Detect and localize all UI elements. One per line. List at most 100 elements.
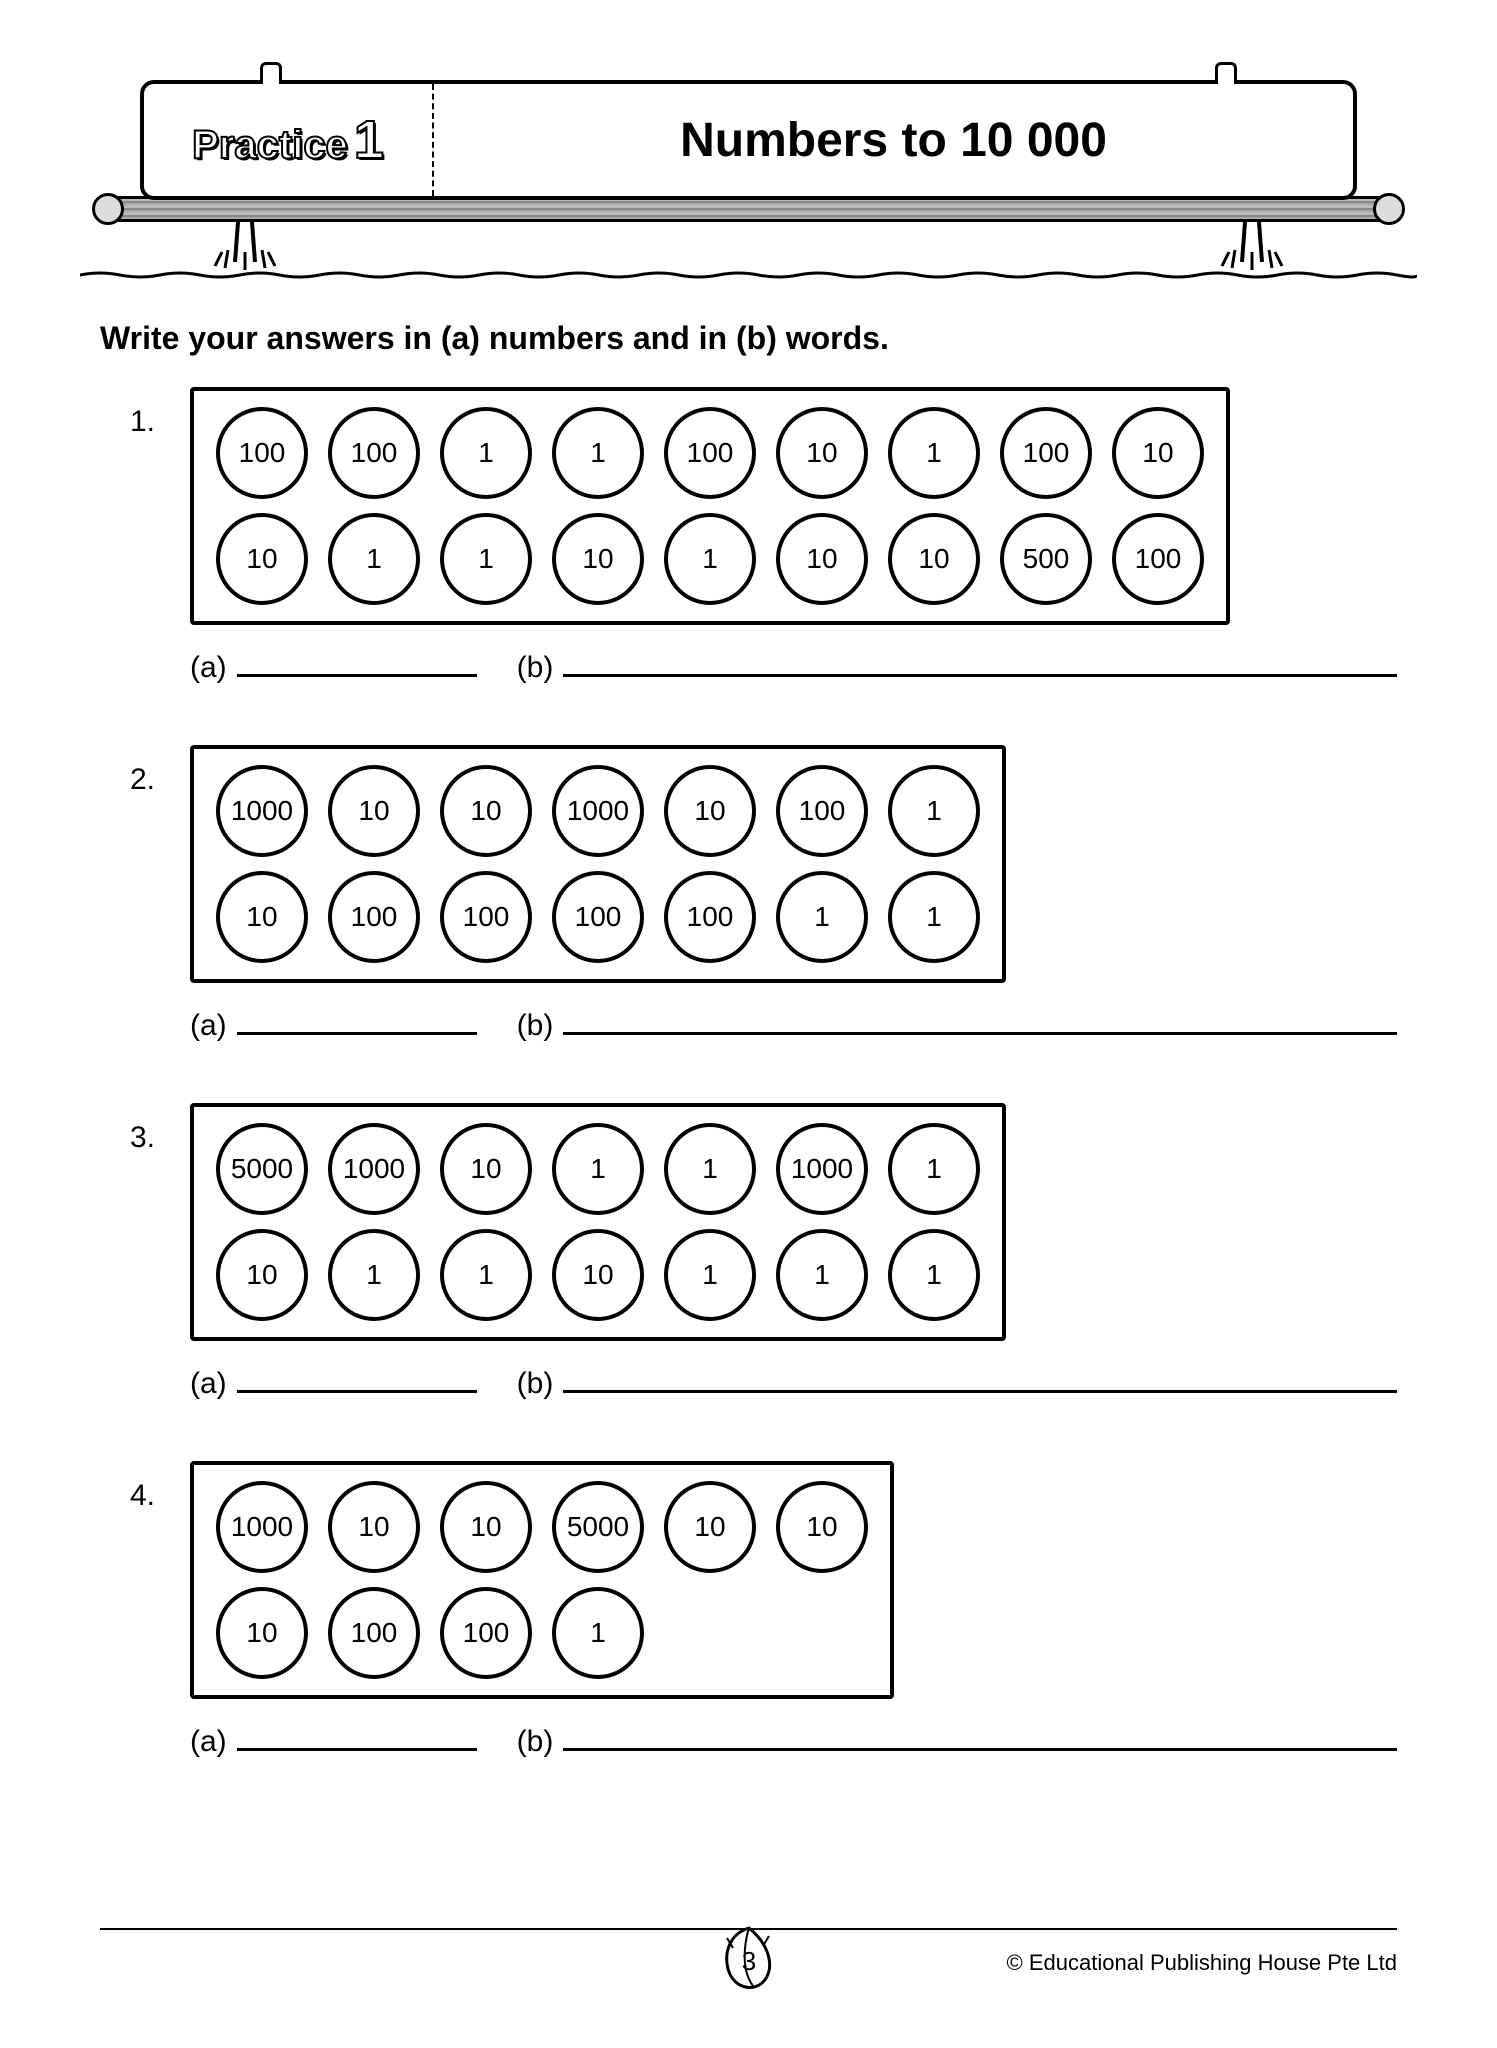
value-circle: 100 [328,1587,420,1679]
value-circle: 100 [328,407,420,499]
practice-label: Practice [192,123,348,168]
answer-b-blank[interactable] [563,649,1397,677]
worksheet-page: Practice 1 Numbers to 10 000 Write your … [0,0,1497,2048]
value-circle: 1 [888,1123,980,1215]
value-circle: 1 [776,1229,868,1321]
page-number-text: 3 [741,1946,755,1976]
support-right-icon [1217,222,1287,270]
value-row: 101001001 [216,1587,868,1679]
value-circle: 1000 [216,1481,308,1573]
value-circle: 10 [552,1229,644,1321]
copyright-text: © Educational Publishing House Pte Ltd [1007,1950,1397,1976]
value-box: 1000101010001010011010010010010011 [190,745,1006,983]
value-row: 1001001110010110010 [216,407,1204,499]
value-circle: 100 [1112,513,1204,605]
answer-a-blank[interactable] [237,1723,477,1751]
value-circle: 500 [1000,513,1092,605]
value-circle: 1000 [552,765,644,857]
value-circle: 1 [776,871,868,963]
value-circle: 100 [1000,407,1092,499]
practice-badge: Practice 1 [144,84,434,196]
answer-b-blank[interactable] [563,1723,1397,1751]
log-end-left [92,193,124,225]
value-circle: 5000 [216,1123,308,1215]
value-row: 100010101000101001 [216,765,980,857]
ground-line-icon [80,266,1417,274]
value-circle: 1 [888,407,980,499]
value-row: 10111011010500100 [216,513,1204,605]
answer-b-label: (b) [517,1367,554,1401]
value-circle: 10 [440,1481,532,1573]
header: Practice 1 Numbers to 10 000 [100,80,1397,280]
value-circle: 10 [440,1123,532,1215]
answer-a-label: (a) [190,1367,227,1401]
value-circle: 10 [216,513,308,605]
answer-b-label: (b) [517,1725,554,1759]
practice-number: 1 [354,109,384,171]
value-circle: 5000 [552,1481,644,1573]
value-circle: 100 [216,407,308,499]
answer-row: (a) (b) [190,1723,1397,1759]
value-box: 100100111001011001010111011010500100 [190,387,1230,625]
leaf-icon: 3 [709,1920,789,2005]
value-circle: 1 [664,1229,756,1321]
sign-peg-right [1215,62,1237,84]
question-number: 3. [130,1103,190,1155]
value-circle: 10 [776,1481,868,1573]
value-circle: 10 [664,1481,756,1573]
answer-row: (a) (b) [190,1365,1397,1401]
answer-a-blank[interactable] [237,649,477,677]
answer-b-label: (b) [517,651,554,685]
answer-a-blank[interactable] [237,1365,477,1393]
answer-b-label: (b) [517,1009,554,1043]
value-circle: 1 [664,1123,756,1215]
value-circle: 10 [216,1229,308,1321]
value-circle: 1000 [216,765,308,857]
answer-a-label: (a) [190,651,227,685]
value-row: 1010010010010011 [216,871,980,963]
log-end-right [1373,193,1405,225]
value-circle: 10 [328,765,420,857]
value-circle: 10 [440,765,532,857]
value-row: 1000101050001010 [216,1481,868,1573]
question-number: 2. [130,745,190,797]
value-circle: 1 [440,407,532,499]
value-circle: 1000 [776,1123,868,1215]
value-circle: 100 [440,1587,532,1679]
answer-b-blank[interactable] [563,1365,1397,1393]
value-circle: 1 [552,1123,644,1215]
value-circle: 10 [216,871,308,963]
value-circle: 1 [440,1229,532,1321]
answer-a-label: (a) [190,1009,227,1043]
sign-peg-left [260,62,282,84]
value-circle: 1 [888,1229,980,1321]
question-body: 1000101050001010101001001(a)(b) [190,1461,1397,1799]
value-circle: 10 [552,513,644,605]
value-circle: 1 [888,765,980,857]
answer-row: (a) (b) [190,649,1397,685]
answer-a-blank[interactable] [237,1007,477,1035]
value-circle: 10 [664,765,756,857]
questions-container: 1.100100111001011001010111011010500100(a… [100,387,1397,1799]
instruction-text: Write your answers in (a) numbers and in… [100,320,1397,357]
answer-a-label: (a) [190,1725,227,1759]
value-circle: 10 [776,513,868,605]
value-circle: 100 [664,407,756,499]
value-circle: 100 [552,871,644,963]
value-box: 1000101050001010101001001 [190,1461,894,1699]
value-circle: 1 [552,1587,644,1679]
value-circle: 10 [888,513,980,605]
value-circle: 1 [440,513,532,605]
value-circle: 10 [328,1481,420,1573]
value-circle: 10 [1112,407,1204,499]
question: 3.50001000101110001101110111(a)(b) [100,1103,1397,1441]
answer-b-blank[interactable] [563,1007,1397,1035]
question-body: 1000101010001010011010010010010011(a)(b) [190,745,1397,1083]
question: 2.1000101010001010011010010010010011(a)(… [100,745,1397,1083]
page-title: Numbers to 10 000 [434,84,1353,196]
value-circle: 1 [664,513,756,605]
question-number: 4. [130,1461,190,1513]
question-body: 50001000101110001101110111(a)(b) [190,1103,1397,1441]
footer: 3 © Educational Publishing House Pte Ltd [100,1928,1397,2008]
value-circle: 1 [328,1229,420,1321]
